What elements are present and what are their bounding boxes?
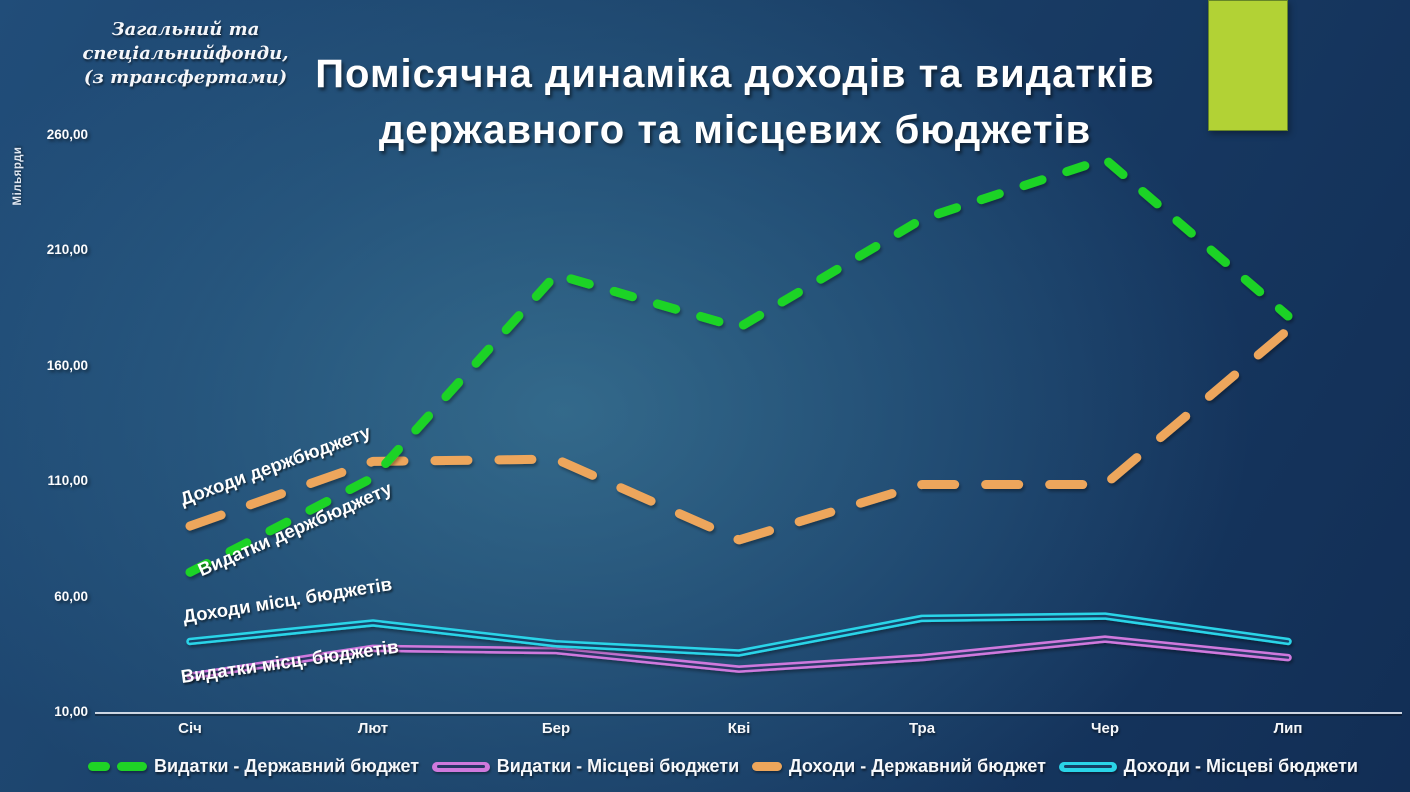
y-tick-5: 10,00 bbox=[54, 704, 88, 719]
page-title-line1: Помісячна динаміка доходів та видатків bbox=[315, 52, 1155, 96]
corner-note: Загальний та спеціальнийфонди, (з трансф… bbox=[8, 18, 363, 90]
x-label-5: Чер bbox=[1090, 720, 1120, 737]
series-line-2 bbox=[185, 325, 1293, 545]
page-title: Помісячна динаміка доходів та видатків д… bbox=[255, 46, 1215, 158]
legend-marker-0 bbox=[88, 762, 147, 771]
legend-label-2: Доходи - Державний бюджет bbox=[788, 756, 1046, 776]
y-tick-0: 260,00 bbox=[46, 127, 88, 142]
legend-label-3: Доходи - Місцеві бюджети bbox=[1123, 756, 1358, 776]
x-label-4: Тра bbox=[908, 720, 936, 737]
legend-label-1: Видатки - Місцеві бюджети bbox=[496, 756, 740, 776]
legend-item-2: Доходи - Державний бюджет bbox=[751, 756, 1046, 777]
legend-marker-2 bbox=[751, 762, 782, 771]
y-tick-4: 60,00 bbox=[54, 588, 88, 604]
series-line-3 bbox=[186, 612, 1292, 657]
x-label-3: Кві bbox=[727, 720, 751, 737]
x-label-1: Лют bbox=[357, 720, 389, 737]
y-tick-1: 210,00 bbox=[46, 242, 88, 258]
x-label-6: Лип bbox=[1273, 720, 1303, 737]
accent-rect bbox=[1208, 0, 1288, 131]
legend-item-1: Видатки - Місцеві бюджети bbox=[431, 756, 740, 777]
legend-marker-3 bbox=[1058, 761, 1117, 772]
legend-marker-1 bbox=[431, 761, 490, 772]
corner-note-line1: Загальний та спеціальнийфонди, bbox=[82, 19, 289, 64]
y-tick-3: 110,00 bbox=[47, 473, 88, 489]
series-line-1 bbox=[186, 635, 1292, 680]
legend-label-0: Видатки - Державний бюджет bbox=[154, 756, 420, 776]
corner-note-line2: (з трансфертами) bbox=[83, 67, 288, 88]
page-title-line2: державного та місцевих бюджетів bbox=[378, 108, 1092, 152]
legend-item-0: Видатки - Державний бюджет bbox=[88, 756, 419, 777]
legend-item-3: Доходи - Місцеві бюджети bbox=[1058, 756, 1358, 777]
x-label-2: Бер bbox=[541, 720, 571, 737]
y-tick-2: 160,00 bbox=[46, 357, 88, 373]
chart-legend: Видатки - Державний бюджет Видатки - Місц… bbox=[88, 756, 1358, 777]
x-label-0: Січ bbox=[178, 720, 202, 737]
